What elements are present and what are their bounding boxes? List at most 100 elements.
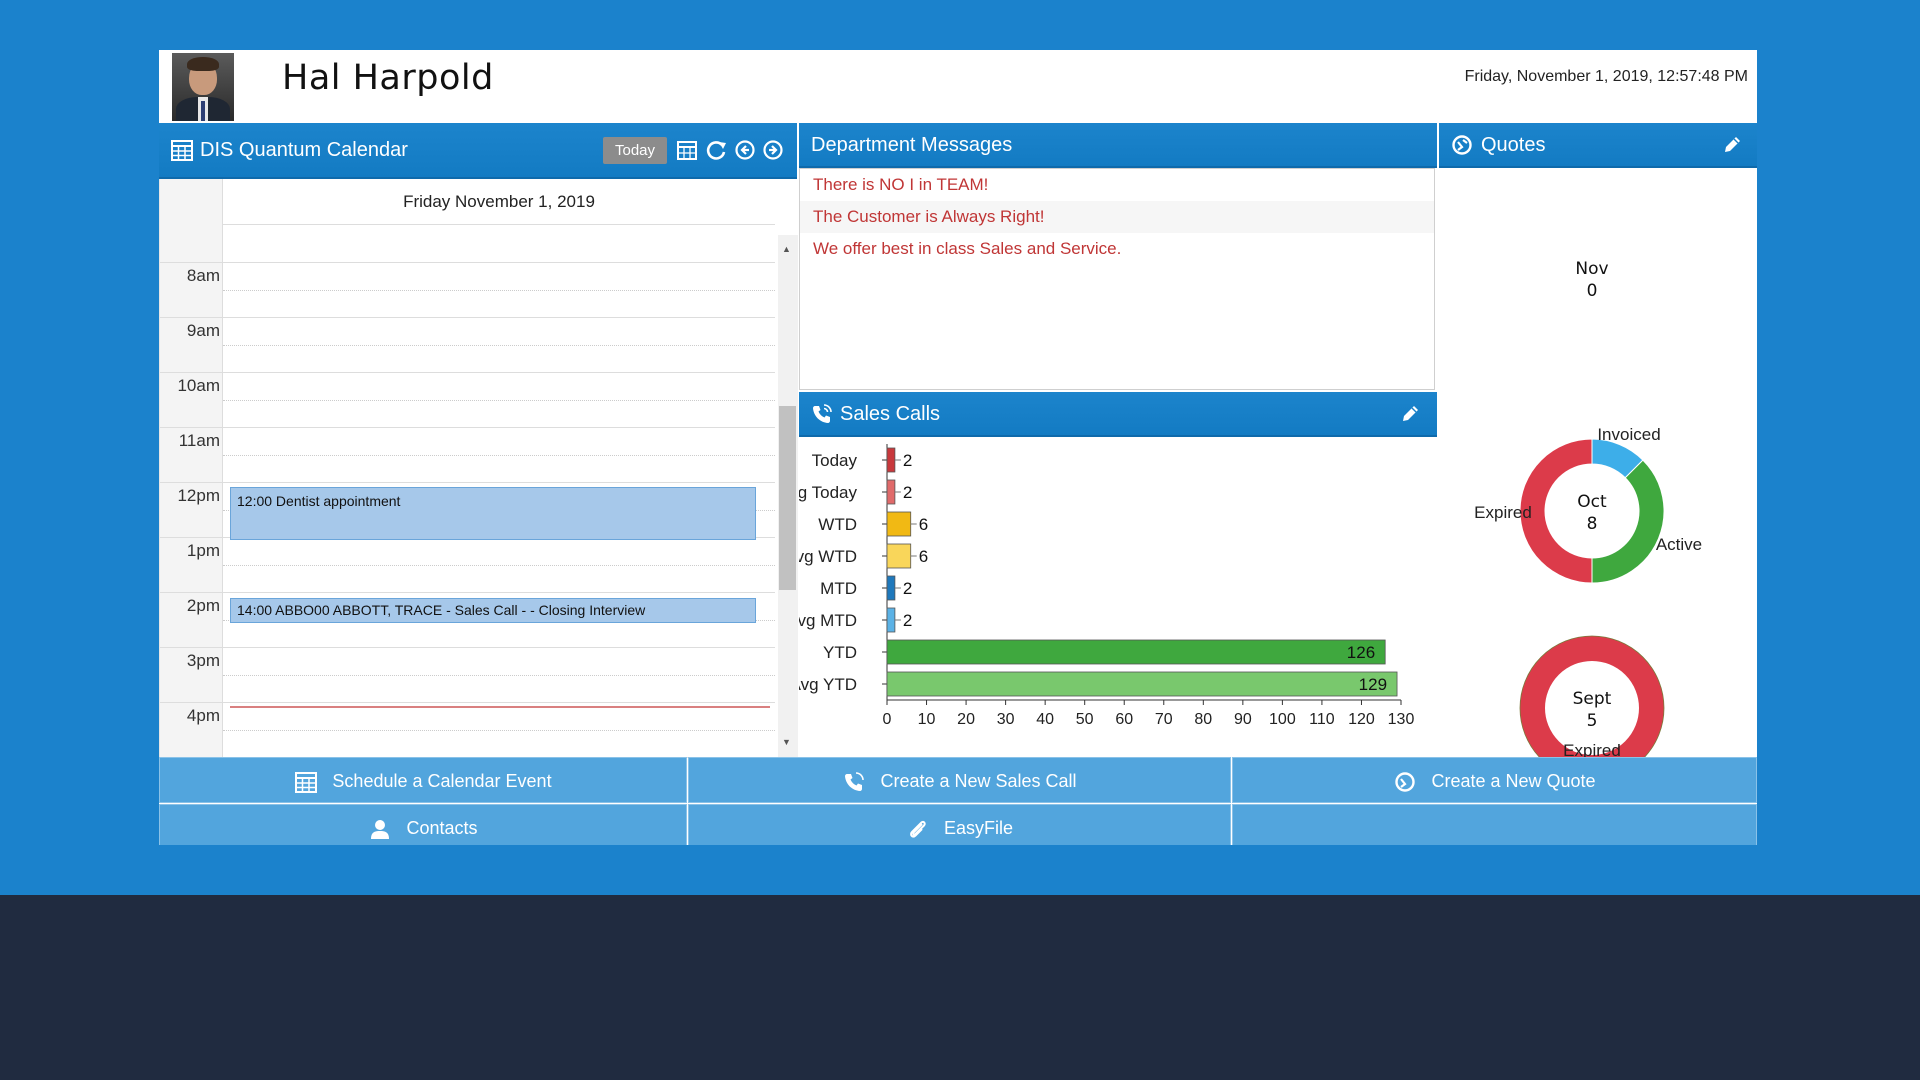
arrow-left-circle-icon[interactable]	[734, 139, 756, 161]
hour-slot[interactable]: 4pm	[160, 703, 775, 758]
slice-label: Invoiced	[1597, 425, 1660, 444]
calendar-event[interactable]: 14:00 ABBO00 ABBOTT, TRACE - Sales Call …	[230, 598, 756, 623]
donut-center-value: 8	[1587, 514, 1598, 534]
calendar-view-icon[interactable]	[676, 139, 698, 161]
calendar-grid: Friday November 1, 2019 8am 9am 10am 11a…	[159, 179, 798, 758]
scroll-down-arrow-icon[interactable]: ▼	[782, 737, 791, 747]
new-sales-call-button[interactable]: Create a New Sales Call	[688, 757, 1231, 803]
hour-slot[interactable]: 11am	[160, 428, 775, 483]
data-label: 6	[919, 547, 928, 566]
data-label: 2	[903, 451, 912, 470]
category-label: Today	[812, 451, 858, 470]
hour-slot[interactable]: 3pm	[160, 648, 775, 703]
calendar-scrollbar-thumb[interactable]	[779, 406, 796, 590]
scroll-up-arrow-icon[interactable]: ▲	[782, 244, 791, 254]
arrow-right-circle-icon[interactable]	[762, 139, 784, 161]
messages-title: Department Messages	[811, 134, 1013, 156]
hour-label: 11am	[178, 431, 220, 450]
current-time-indicator	[230, 706, 770, 708]
quote-icon	[1452, 135, 1472, 155]
schedule-event-label: Schedule a Calendar Event	[332, 771, 552, 791]
donut-center-value: 0	[1587, 281, 1598, 301]
x-tick-label: 100	[1269, 711, 1296, 728]
time-gutter	[160, 179, 223, 757]
x-tick-label: 0	[883, 711, 892, 728]
donut-center-value: 5	[1587, 711, 1598, 731]
x-tick-label: 30	[997, 711, 1015, 728]
x-tick-label: 110	[1309, 711, 1335, 728]
quotes-header: Quotes	[1439, 123, 1757, 168]
category-label: Avg YTD	[799, 675, 857, 694]
calendar-header: DIS Quantum Calendar Today	[159, 123, 797, 179]
hour-slot[interactable]: 10am	[160, 373, 775, 428]
hour-slot[interactable]: 1pm	[160, 538, 775, 593]
data-label: 6	[919, 515, 928, 534]
quotes-title: Quotes	[1481, 134, 1546, 156]
donut-slice	[1591, 459, 1665, 584]
category-label: YTD	[823, 643, 857, 662]
current-datetime: Friday, November 1, 2019, 12:57:48 PM	[1464, 68, 1748, 85]
hour-slot[interactable]: 8am	[160, 263, 775, 318]
user-name: Hal Harpold	[282, 58, 494, 98]
dashboard: Hal Harpold Friday, November 1, 2019, 12…	[159, 50, 1757, 845]
hour-label: 1pm	[186, 541, 220, 560]
category-label: Avg WTD	[799, 547, 857, 566]
easyfile-label: EasyFile	[943, 818, 1014, 838]
pencil-icon[interactable]	[1721, 134, 1743, 156]
action-bar-row-2: Contacts EasyFile	[159, 804, 1757, 845]
hour-label: 12pm	[177, 486, 220, 505]
x-tick-label: 80	[1194, 711, 1212, 728]
bar	[886, 447, 896, 473]
messages-list: There is NO I in TEAM! The Customer is A…	[799, 168, 1435, 390]
data-label: 129	[1359, 675, 1387, 694]
hour-label: 3pm	[186, 651, 220, 670]
x-tick-label: 20	[957, 711, 975, 728]
paperclip-icon	[910, 821, 926, 838]
calendar-title: DIS Quantum Calendar	[200, 139, 408, 161]
x-tick-label: 50	[1076, 711, 1094, 728]
calendar-icon	[295, 772, 318, 794]
bar	[886, 671, 1398, 697]
refresh-icon[interactable]	[705, 139, 727, 161]
x-tick-label: 120	[1348, 711, 1375, 728]
x-tick-label: 40	[1036, 711, 1054, 728]
x-tick-label: 60	[1115, 711, 1133, 728]
empty-button-slot	[1232, 804, 1757, 845]
x-tick-label: 130	[1388, 711, 1415, 728]
sales-calls-bar-chart: Today 2 Avg Today 2 WTD 6 Avg WTD 6 MTD 2 Avg MTD 2…	[778, 444, 1415, 728]
contacts-button[interactable]: Contacts	[159, 804, 687, 845]
category-label: MTD	[820, 579, 857, 598]
easyfile-button[interactable]: EasyFile	[688, 804, 1231, 845]
header: Hal Harpold Friday, November 1, 2019, 12…	[159, 50, 1757, 123]
sales-calls-header: Sales Calls	[799, 392, 1437, 437]
data-label: 2	[903, 611, 912, 630]
new-sales-call-label: Create a New Sales Call	[880, 771, 1077, 791]
schedule-event-button[interactable]: Schedule a Calendar Event	[159, 757, 687, 803]
new-quote-button[interactable]: Create a New Quote	[1232, 757, 1757, 803]
today-button[interactable]: Today	[603, 137, 667, 164]
quotes-charts: Nov 0 Invoiced Active Expired Oct 8 Expired Sept…	[1439, 168, 1757, 781]
calendar-event[interactable]: 12:00 Dentist appointment	[230, 487, 756, 540]
sales-calls-title: Sales Calls	[840, 403, 941, 425]
slice-label: Expired	[1563, 741, 1621, 757]
message-item: There is NO I in TEAM!	[813, 175, 989, 194]
data-label: 126	[1347, 643, 1375, 662]
pencil-icon[interactable]	[1399, 403, 1421, 425]
messages-header: Department Messages	[799, 123, 1437, 168]
message-item: We offer best in class Sales and Service…	[813, 239, 1122, 258]
bar	[886, 607, 896, 633]
data-label: 2	[903, 483, 912, 502]
all-day-row[interactable]	[160, 225, 775, 263]
category-label: Avg Today	[799, 483, 857, 502]
donut-center-label: Nov	[1575, 259, 1608, 279]
phone-icon	[813, 404, 832, 423]
hour-slot[interactable]: 9am	[160, 318, 775, 373]
bar	[886, 511, 912, 537]
bar	[886, 543, 912, 569]
phone-icon	[845, 772, 865, 792]
slice-label: Expired	[1474, 503, 1532, 522]
user-icon	[371, 820, 390, 840]
hour-label: 4pm	[186, 706, 220, 725]
donut-center-label: Oct	[1577, 492, 1607, 512]
